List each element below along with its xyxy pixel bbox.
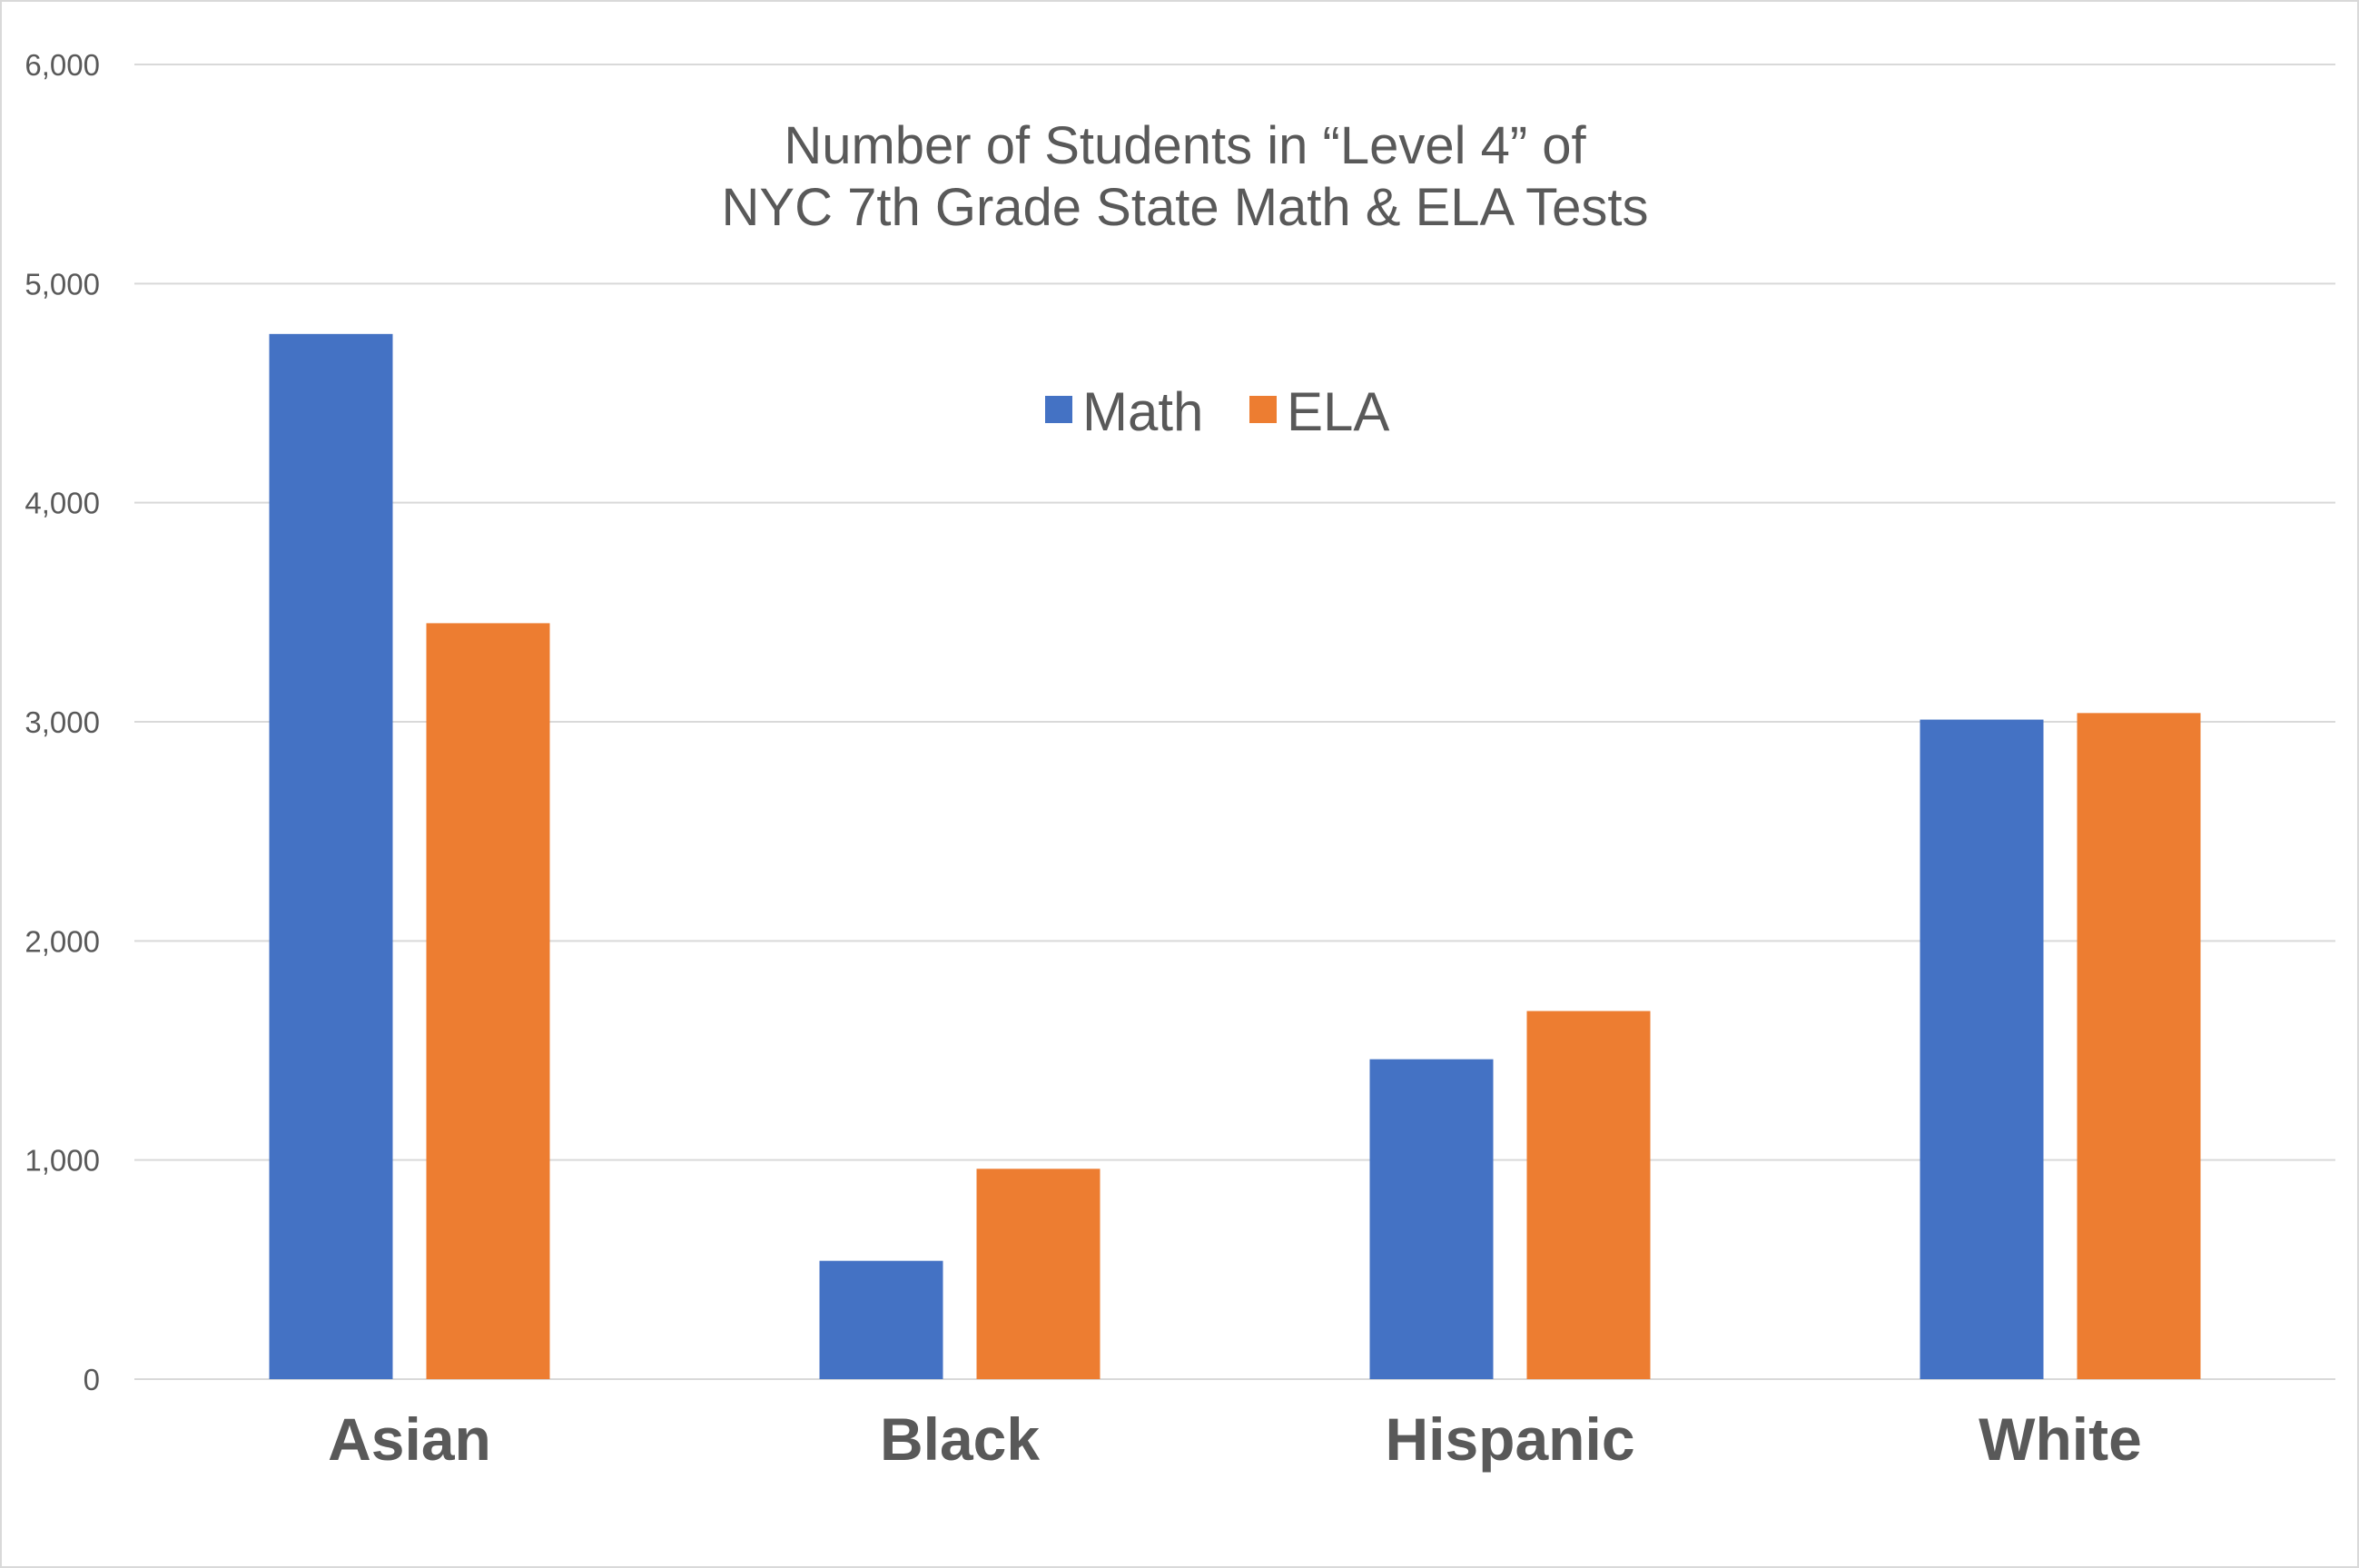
x-category-label-asian: Asian: [328, 1405, 491, 1473]
bar-hispanic-math: [1369, 1059, 1494, 1379]
bars: [269, 333, 2201, 1380]
bar-asian-math: [269, 333, 393, 1380]
y-tick-label-1000: 1,000: [25, 1144, 100, 1178]
legend-swatch-math: [1045, 396, 1072, 423]
bar-white-ela: [2077, 713, 2201, 1379]
y-tick-label-3000: 3,000: [25, 705, 100, 739]
legend-swatch-ela: [1249, 396, 1277, 423]
chart-title-line-2: NYC 7th Grade State Math & ELA Tests: [722, 178, 1649, 237]
legend-label-ela: ELA: [1287, 381, 1389, 442]
bar-asian-ela: [426, 623, 550, 1379]
bar-black-math: [819, 1260, 943, 1379]
y-tick-label-2000: 2,000: [25, 924, 100, 958]
chart-title-line-1: Number of Students in “Level 4” of: [784, 116, 1586, 175]
x-axis: Asian Black Hispanic White: [328, 1405, 2142, 1473]
bar-black-ela: [976, 1169, 1101, 1379]
y-tick-label-6000: 6,000: [25, 48, 100, 82]
bar-hispanic-ela: [1526, 1011, 1651, 1379]
bar-white-math: [1920, 719, 2044, 1379]
x-category-label-black: Black: [880, 1405, 1040, 1473]
chart-title: Number of Students in “Level 4” of NYC 7…: [722, 116, 1649, 237]
y-tick-label-5000: 5,000: [25, 267, 100, 301]
legend-label-math: Math: [1082, 381, 1203, 442]
legend: Math ELA: [1045, 381, 1389, 442]
y-axis: 0 1,000 2,000 3,000 4,000 5,000 6,000: [25, 48, 100, 1396]
x-category-label-hispanic: Hispanic: [1385, 1405, 1634, 1473]
x-category-label-white: White: [1979, 1405, 2142, 1473]
y-tick-label-4000: 4,000: [25, 487, 100, 520]
y-tick-label-0: 0: [84, 1363, 100, 1396]
